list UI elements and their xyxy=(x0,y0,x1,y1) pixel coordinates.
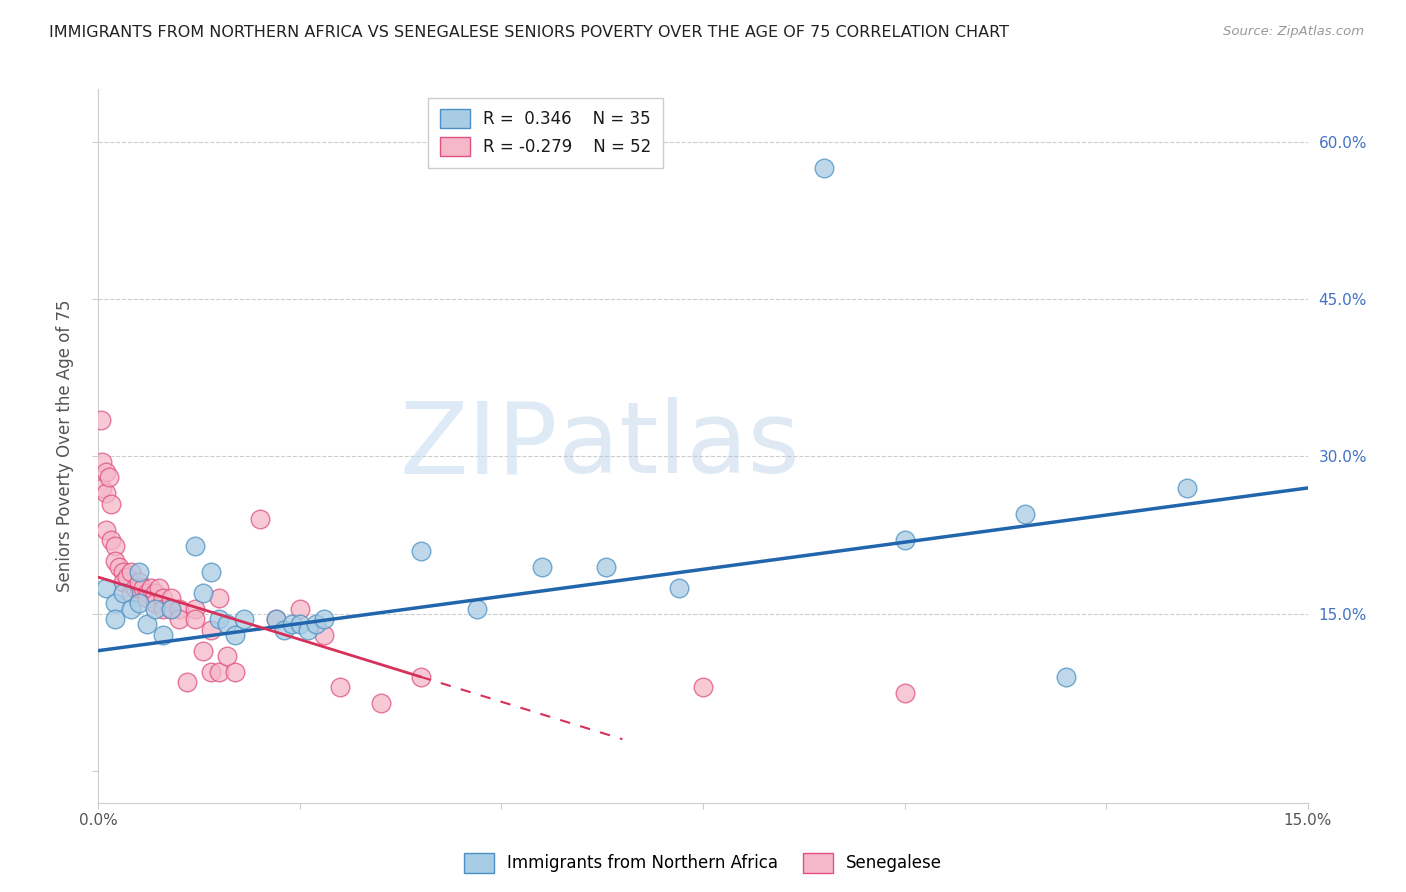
Point xyxy=(96,486,118,500)
Point xyxy=(103,554,125,568)
Point xyxy=(91,481,114,495)
Point xyxy=(135,617,157,632)
Point xyxy=(120,601,142,615)
Point xyxy=(103,596,125,610)
Point xyxy=(409,544,432,558)
Point xyxy=(370,696,392,710)
Point xyxy=(143,596,166,610)
Point xyxy=(465,601,488,615)
Point xyxy=(184,601,207,615)
Point xyxy=(143,586,166,600)
Point xyxy=(91,455,114,469)
Point xyxy=(100,497,122,511)
Point xyxy=(409,670,432,684)
Point xyxy=(314,612,336,626)
Point xyxy=(103,612,125,626)
Point xyxy=(128,581,150,595)
Point xyxy=(160,601,183,615)
Text: atlas: atlas xyxy=(558,398,800,494)
Point xyxy=(96,581,118,595)
Point xyxy=(232,612,254,626)
Point xyxy=(128,596,150,610)
Point xyxy=(249,512,271,526)
Point xyxy=(668,581,690,595)
Point xyxy=(124,581,146,595)
Point xyxy=(264,612,287,626)
Point xyxy=(96,523,118,537)
Point xyxy=(103,539,125,553)
Point xyxy=(813,161,835,175)
Point xyxy=(288,617,311,632)
Point xyxy=(217,617,239,632)
Point xyxy=(152,601,174,615)
Point xyxy=(135,586,157,600)
Point xyxy=(193,643,215,657)
Point xyxy=(148,581,170,595)
Point xyxy=(160,601,183,615)
Text: ZIP: ZIP xyxy=(399,398,558,494)
Point xyxy=(139,581,162,595)
Point xyxy=(595,559,617,574)
Point xyxy=(97,470,120,484)
Point xyxy=(128,575,150,590)
Point xyxy=(111,586,134,600)
Point xyxy=(208,591,231,606)
Point xyxy=(1054,670,1077,684)
Point xyxy=(208,665,231,679)
Point xyxy=(167,612,190,626)
Point xyxy=(100,533,122,548)
Point xyxy=(281,617,304,632)
Point xyxy=(217,648,239,663)
Point xyxy=(288,601,311,615)
Point xyxy=(200,623,222,637)
Y-axis label: Seniors Poverty Over the Age of 75: Seniors Poverty Over the Age of 75 xyxy=(56,300,75,592)
Point xyxy=(200,665,222,679)
Point xyxy=(152,628,174,642)
Point xyxy=(893,533,915,548)
Point xyxy=(224,665,246,679)
Point xyxy=(530,559,553,574)
Point xyxy=(115,570,138,584)
Text: IMMIGRANTS FROM NORTHERN AFRICA VS SENEGALESE SENIORS POVERTY OVER THE AGE OF 75: IMMIGRANTS FROM NORTHERN AFRICA VS SENEG… xyxy=(49,25,1010,40)
Point xyxy=(314,628,336,642)
Point xyxy=(200,565,222,579)
Point xyxy=(1175,481,1198,495)
Point xyxy=(120,565,142,579)
Point xyxy=(208,612,231,626)
Point xyxy=(143,601,166,615)
Legend: Immigrants from Northern Africa, Senegalese: Immigrants from Northern Africa, Senegal… xyxy=(457,847,949,880)
Legend: R =  0.346    N = 35, R = -0.279    N = 52: R = 0.346 N = 35, R = -0.279 N = 52 xyxy=(429,97,664,168)
Point xyxy=(96,465,118,479)
Text: Source: ZipAtlas.com: Source: ZipAtlas.com xyxy=(1223,25,1364,38)
Point xyxy=(107,559,129,574)
Point xyxy=(90,413,112,427)
Point xyxy=(264,612,287,626)
Point xyxy=(692,681,714,695)
Point xyxy=(128,565,150,579)
Point xyxy=(184,539,207,553)
Point xyxy=(132,581,155,595)
Point xyxy=(111,565,134,579)
Point xyxy=(160,591,183,606)
Point xyxy=(305,617,328,632)
Point xyxy=(176,675,198,690)
Point xyxy=(184,612,207,626)
Point xyxy=(1014,507,1036,521)
Point xyxy=(152,591,174,606)
Point xyxy=(297,623,319,637)
Point xyxy=(193,586,215,600)
Point xyxy=(329,681,352,695)
Point xyxy=(893,685,915,699)
Point xyxy=(273,623,295,637)
Point xyxy=(120,586,142,600)
Point xyxy=(111,575,134,590)
Point xyxy=(224,628,246,642)
Point xyxy=(135,591,157,606)
Point xyxy=(167,601,190,615)
